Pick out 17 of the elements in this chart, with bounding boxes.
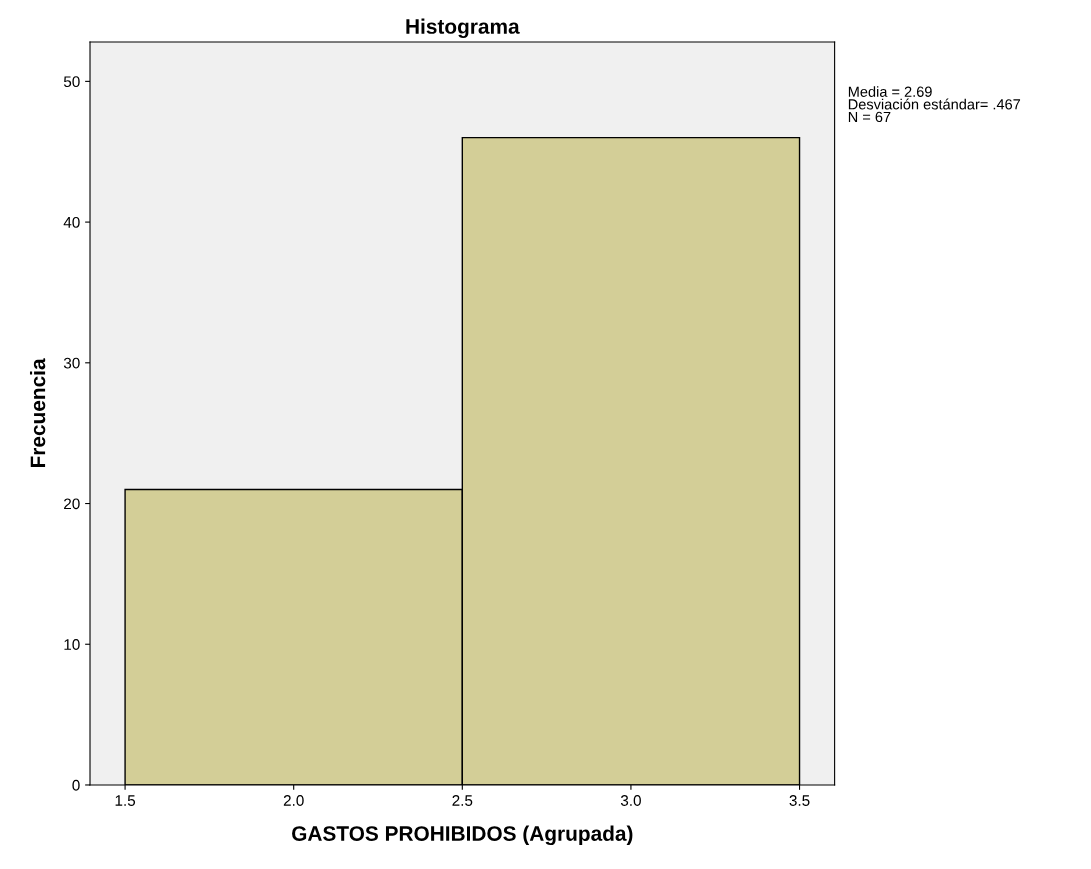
y-tick-label: 30 <box>63 357 80 369</box>
text: N = 67 <box>848 111 891 123</box>
x-tick-label: 3.5 <box>789 795 810 806</box>
text: Media = 2.69 <box>848 86 932 97</box>
text: Desviación estándar= .467 <box>848 98 1021 110</box>
chart-title: Histograma <box>406 18 520 39</box>
y-tick-label: 10 <box>64 639 80 650</box>
y-tick-label: 40 <box>63 216 80 228</box>
x-tick-label: 3.0 <box>620 795 641 806</box>
y-tick-label: 0 <box>72 779 80 791</box>
x-tick-label: 2.0 <box>283 795 304 806</box>
y-tick-label: 20 <box>64 498 80 510</box>
x-tick-label: 1.5 <box>115 795 136 806</box>
y-tick-label: 50 <box>63 76 80 88</box>
y-axis-title: Frecuencia <box>29 358 46 468</box>
x-axis-title: GASTOS PROHIBIDOS (Agrupada) <box>292 825 633 846</box>
x-tick-label: 2.5 <box>452 795 473 806</box>
